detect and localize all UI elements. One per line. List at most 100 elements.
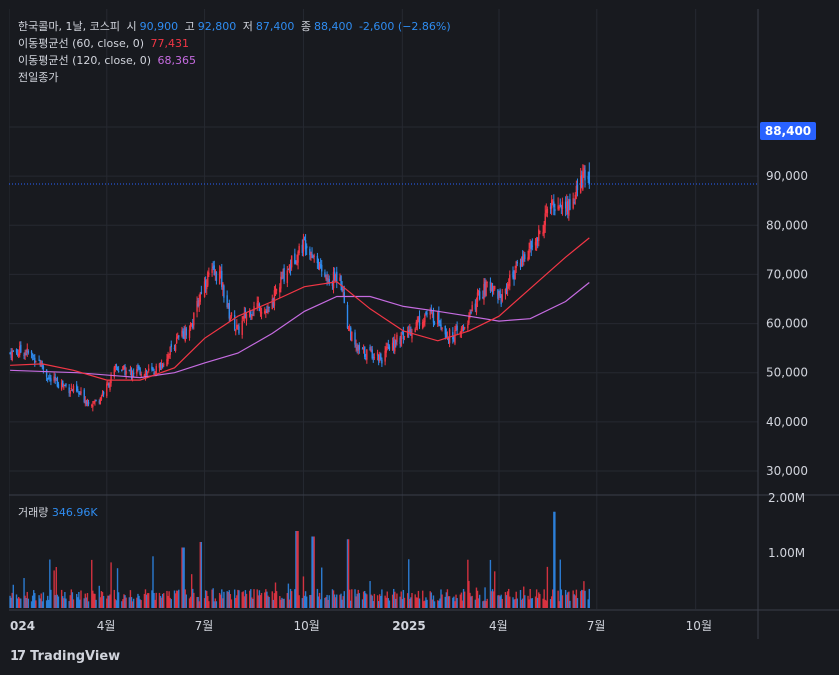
candle-body bbox=[462, 327, 465, 331]
volume-bar bbox=[208, 601, 210, 608]
candle-body bbox=[324, 272, 326, 277]
candle-body bbox=[215, 272, 218, 282]
candle-body bbox=[275, 289, 278, 291]
volume-bar bbox=[40, 593, 42, 608]
candle-body bbox=[108, 383, 110, 388]
volume-bar bbox=[358, 593, 361, 608]
close-label: 종 bbox=[300, 20, 311, 33]
candle-body bbox=[302, 238, 305, 252]
candle-body bbox=[439, 324, 441, 326]
volume-bar bbox=[128, 597, 131, 608]
candle-body bbox=[124, 366, 126, 376]
chart-canvas[interactable]: 100,00090,00080,00070,00060,00050,00040,… bbox=[9, 9, 839, 649]
candle-body bbox=[131, 374, 134, 377]
volume-bar bbox=[387, 598, 390, 608]
candle-body bbox=[137, 367, 139, 369]
time-tick-label: 10월 bbox=[686, 619, 712, 633]
volume-legend[interactable]: 거래량 346.96K bbox=[18, 504, 98, 520]
candle-body bbox=[559, 203, 561, 207]
volume-bar bbox=[167, 595, 169, 608]
candle-body bbox=[24, 352, 26, 356]
volume-bar bbox=[376, 595, 379, 608]
candle-body bbox=[582, 172, 584, 190]
volume-bar bbox=[34, 593, 36, 608]
volume-bar bbox=[460, 592, 463, 608]
candle-body bbox=[303, 239, 306, 241]
candle-body bbox=[309, 248, 311, 255]
volume-bar bbox=[476, 590, 479, 608]
candle-body bbox=[572, 198, 574, 209]
time-tick-label: 10월 bbox=[293, 619, 319, 633]
ma120-legend[interactable]: 이동평균선 (120, close, 0) 68,365 bbox=[18, 53, 199, 69]
candle-body bbox=[55, 378, 57, 380]
volume-bar bbox=[257, 595, 260, 608]
tradingview-logo[interactable]: 17 TradingView bbox=[10, 649, 120, 664]
volume-value: 346.96K bbox=[51, 506, 98, 519]
candle-body bbox=[512, 271, 514, 278]
volume-bar bbox=[253, 589, 255, 608]
candle-body bbox=[425, 312, 427, 314]
volume-bar bbox=[229, 594, 232, 608]
volume-bar bbox=[393, 588, 395, 608]
volume-bar bbox=[41, 601, 44, 608]
volume-bar bbox=[347, 539, 350, 608]
volume-bar bbox=[175, 590, 178, 608]
time-tick-label: 7월 bbox=[195, 619, 214, 633]
candle-body bbox=[370, 349, 372, 353]
candle-body bbox=[39, 360, 41, 365]
candle-body bbox=[366, 349, 368, 360]
volume-bar bbox=[189, 596, 192, 608]
volume-bar bbox=[303, 595, 306, 608]
candle-body bbox=[10, 351, 12, 358]
candle-body bbox=[140, 373, 142, 376]
candle-body bbox=[70, 387, 73, 390]
candle-body bbox=[504, 289, 507, 294]
candle-body bbox=[132, 373, 135, 375]
candle-body bbox=[490, 283, 493, 291]
last-price-tag: 88,400 bbox=[760, 122, 816, 140]
candle-body bbox=[273, 290, 276, 306]
candle-body bbox=[332, 271, 335, 289]
candle-body bbox=[313, 255, 315, 257]
volume-bar bbox=[283, 598, 285, 608]
volume-bar bbox=[406, 593, 409, 608]
candle-body bbox=[152, 367, 154, 371]
volume-bar bbox=[266, 591, 268, 608]
time-tick-label: 4월 bbox=[97, 619, 116, 633]
volume-bar bbox=[117, 592, 120, 608]
volume-bar bbox=[101, 592, 104, 608]
volume-bar bbox=[357, 589, 359, 608]
volume-bar bbox=[199, 542, 201, 608]
volume-bar bbox=[11, 592, 13, 608]
volume-bar bbox=[524, 595, 526, 608]
candle-body bbox=[281, 278, 283, 280]
volume-bar bbox=[121, 601, 123, 608]
candle-body bbox=[128, 369, 131, 371]
ma60-legend[interactable]: 이동평균선 (60, close, 0) 77,431 bbox=[18, 36, 192, 52]
candle-body bbox=[267, 309, 269, 313]
volume-bar bbox=[155, 592, 157, 608]
candle-body bbox=[62, 381, 64, 386]
candle-body bbox=[535, 237, 538, 246]
candle-body bbox=[325, 276, 327, 280]
volume-bar bbox=[542, 598, 544, 608]
volume-bar bbox=[137, 593, 139, 608]
candle-body bbox=[20, 344, 22, 353]
volume-bar bbox=[256, 589, 258, 608]
prev-close-legend[interactable]: 전일종가 bbox=[18, 70, 61, 86]
volume-bar bbox=[484, 587, 486, 608]
candle-body bbox=[93, 400, 95, 403]
volume-bar bbox=[311, 536, 313, 608]
candle-body bbox=[228, 303, 230, 319]
candle-body bbox=[387, 344, 390, 346]
candle-body bbox=[289, 266, 292, 269]
candle-body bbox=[68, 387, 70, 393]
candle-body bbox=[280, 276, 282, 289]
volume-bar bbox=[401, 599, 404, 608]
volume-bar bbox=[423, 601, 425, 608]
volume-bar bbox=[206, 590, 208, 608]
candle-body bbox=[558, 206, 560, 209]
candle-body bbox=[371, 349, 373, 359]
candle-body bbox=[422, 322, 424, 329]
change-value: -2,600 (−2.86%) bbox=[358, 20, 451, 33]
